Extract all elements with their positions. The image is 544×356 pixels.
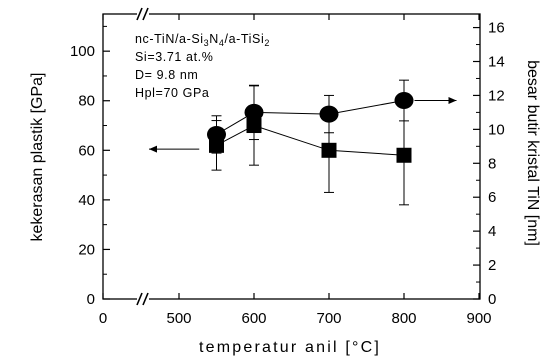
circle-data-point (319, 105, 339, 123)
right-y-axis-ticks: 0 2 4 6 8 10 12 14 16 (473, 20, 505, 308)
right-y-tick-label: 10 (488, 121, 505, 138)
right-y-tick-label: 8 (488, 155, 496, 172)
left-y-tick-label: 100 (70, 43, 95, 60)
x-axis-break-bottom (136, 292, 149, 306)
annotation-line-4: Hpl=70 GPa (135, 86, 209, 100)
left-y-axis-ticks: 0 20 40 60 80 100 (70, 25, 110, 308)
circle-data-point (394, 92, 414, 110)
left-y-tick-label: 60 (78, 142, 95, 159)
circle-series-line (216, 100, 405, 135)
annotation-line-3: D= 9.8 nm (135, 68, 198, 82)
x-tick-label: 0 (99, 310, 107, 327)
right-y-tick-label: 12 (488, 87, 505, 104)
annotation-material-a: nc-TiN/a-Si (135, 32, 204, 46)
x-axis-break-top (136, 7, 149, 21)
square-series-line (216, 124, 405, 156)
annotation-line-1: nc-TiN/a-Si3N4/a-TiSi2 (135, 32, 270, 48)
x-tick-label: 700 (316, 310, 341, 327)
left-y-tick-label: 80 (78, 93, 95, 110)
right-y-tick-label: 14 (488, 54, 505, 71)
x-tick-label: 600 (241, 310, 266, 327)
x-axis-ticks: 0 500 600 700 800 900 (99, 14, 492, 327)
left-y-axis-title: kekerasan plastik [GPa] (29, 73, 46, 242)
right-y-tick-label: 0 (488, 291, 496, 308)
x-tick-label: 900 (466, 310, 491, 327)
left-y-tick-label: 20 (78, 241, 95, 258)
circle-data-point (207, 125, 226, 143)
annotation-subscript-2: 2 (264, 38, 270, 48)
right-y-tick-label: 4 (488, 223, 496, 240)
annotation-subscript-3: 3 (204, 38, 210, 48)
x-tick-label: 800 (391, 310, 416, 327)
circle-arrow-head (448, 97, 457, 105)
annotation-subscript-4: 4 (219, 38, 225, 48)
right-y-tick-label: 16 (488, 20, 505, 37)
left-y-tick-label: 0 (87, 291, 95, 308)
square-arrow-head (149, 145, 157, 153)
annotation-material-n: N (209, 32, 219, 46)
right-y-axis-title: besar butir kristal TiN [nm] (524, 60, 541, 246)
right-y-tick-label: 2 (488, 257, 496, 274)
series-axis-arrows (149, 97, 457, 153)
left-y-tick-label: 40 (78, 192, 95, 209)
annotation-material-tisi: /a-TiSi (225, 32, 265, 46)
annotation-block: nc-TiN/a-Si3N4/a-TiSi2 Si=3.71 at.% D= 9… (135, 32, 270, 100)
right-y-tick-label: 6 (488, 189, 496, 206)
x-axis-title: temperatur anil [°C] (199, 339, 381, 356)
circle-data-point (244, 103, 264, 121)
square-data-point (321, 142, 337, 158)
square-data-point (396, 147, 412, 163)
annotation-line-2: Si=3.71 at.% (135, 50, 213, 64)
data-series (207, 79, 414, 206)
plot-frame (102, 13, 481, 300)
x-tick-label: 500 (166, 310, 191, 327)
